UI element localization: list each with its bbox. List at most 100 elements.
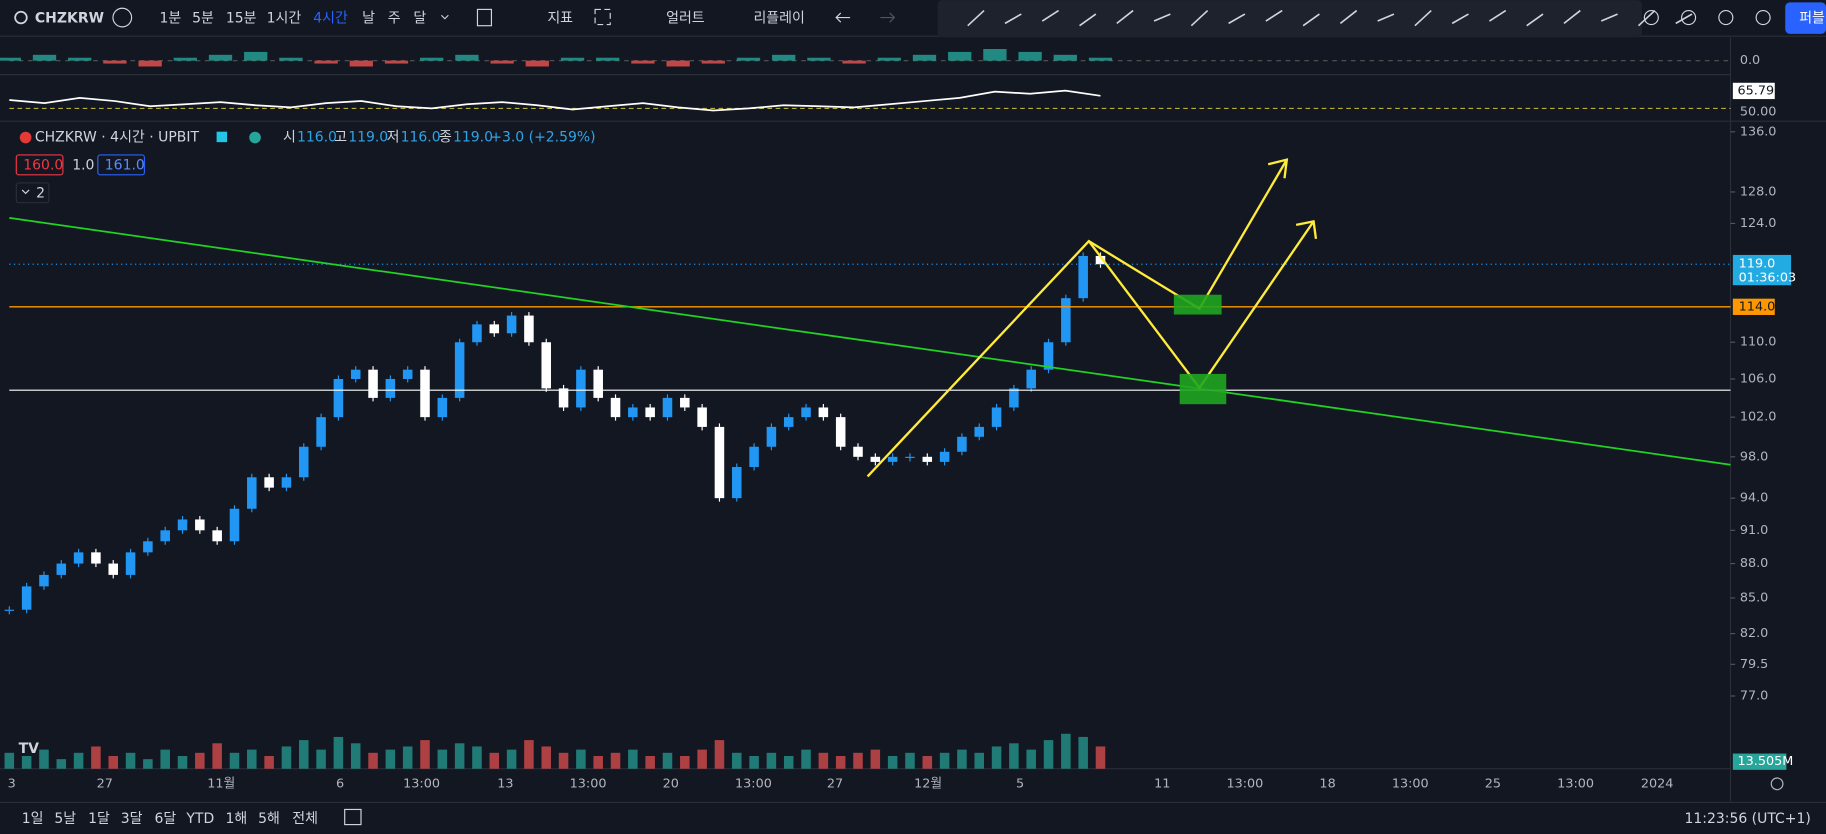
range-button[interactable]: 3달 — [121, 811, 143, 827]
projection-path[interactable] — [866, 159, 1288, 478]
flag[interactable] — [216, 131, 228, 143]
tool-icon[interactable] — [1116, 9, 1134, 25]
tool-icon[interactable] — [1637, 9, 1656, 27]
tool-icon[interactable] — [1004, 13, 1022, 25]
candle — [939, 451, 950, 462]
range-button[interactable]: 1달 — [88, 811, 110, 827]
tool-icon[interactable] — [1755, 9, 1771, 26]
range-button[interactable]: YTD — [185, 811, 214, 827]
volume-bar — [870, 749, 881, 769]
tool-icon[interactable] — [1526, 13, 1544, 27]
last-price-label: 119.0 — [1739, 257, 1776, 272]
interval-button[interactable]: 주 — [388, 11, 401, 27]
tool-icon[interactable] — [1079, 13, 1097, 27]
range-button[interactable]: 1해 — [226, 811, 248, 827]
input-value: 160.0 — [23, 157, 63, 173]
volume-bar — [350, 743, 361, 769]
tool-icon[interactable] — [1643, 9, 1659, 26]
interval-button[interactable]: 15분 — [226, 11, 257, 27]
rsi-label: 65.79 — [1737, 83, 1774, 98]
candle — [887, 456, 898, 462]
candle — [835, 417, 846, 447]
tool-icon[interactable] — [1228, 13, 1246, 25]
range-button[interactable]: 5날 — [54, 811, 76, 827]
publish-label[interactable]: 퍼블 — [1799, 11, 1825, 27]
volume-bar — [316, 749, 326, 769]
tool-icon[interactable] — [1718, 9, 1734, 26]
candle — [593, 369, 603, 398]
tool-icon[interactable] — [1563, 9, 1581, 25]
layout-icon[interactable] — [594, 8, 611, 26]
input-box[interactable] — [15, 154, 64, 176]
candle — [385, 378, 396, 398]
tool-icon[interactable] — [1489, 9, 1507, 22]
candle — [73, 552, 84, 564]
interval-button[interactable]: 날 — [362, 11, 375, 27]
redo[interactable] — [880, 12, 896, 23]
replay-button[interactable]: 리플레이 — [753, 11, 804, 27]
interval-button[interactable]: 5분 — [192, 11, 214, 27]
interval-button[interactable]: 1분 — [160, 11, 182, 27]
collapsed-count[interactable]: 2 — [36, 185, 45, 201]
target-box[interactable] — [1179, 373, 1227, 405]
date-range-icon[interactable] — [344, 808, 362, 826]
range-button[interactable]: 1일 — [22, 811, 44, 827]
clock: 11:23:56 (UTC+1) — [1684, 811, 1810, 827]
volume-bar — [108, 755, 119, 769]
candle — [4, 609, 15, 611]
range-button[interactable]: 5해 — [258, 811, 280, 827]
drawing-tools — [967, 9, 1693, 27]
indicators-button[interactable]: 지표 — [547, 11, 573, 27]
target-box[interactable] — [1173, 294, 1222, 315]
tool-icon[interactable] — [1190, 9, 1209, 27]
candle — [506, 315, 517, 334]
candle — [1026, 369, 1036, 389]
trend-line[interactable] — [9, 216, 1731, 466]
tool-icon[interactable] — [1377, 13, 1395, 22]
tool-icon[interactable] — [1681, 9, 1697, 26]
interval-button[interactable]: 달 — [413, 11, 426, 27]
tool-icon[interactable] — [1339, 9, 1358, 25]
tool-icon[interactable] — [1675, 13, 1693, 25]
chart-type-icon[interactable] — [476, 8, 493, 27]
tool-icon[interactable] — [1302, 13, 1320, 27]
undo[interactable] — [835, 12, 851, 23]
tool-icon[interactable] — [1265, 9, 1283, 22]
candle — [281, 477, 292, 488]
input-box[interactable] — [97, 154, 145, 176]
range-button[interactable]: 6달 — [154, 811, 176, 827]
y-tick-label: 106.0 — [1740, 371, 1777, 386]
interval-button[interactable]: 4시간 — [313, 11, 348, 27]
candle — [1043, 342, 1054, 370]
volume-bar — [333, 736, 344, 769]
tool-icon[interactable] — [1041, 9, 1060, 22]
change-value: +3.0 (+2.59%) — [490, 130, 595, 146]
tool-icon[interactable] — [1414, 9, 1432, 27]
candle — [402, 369, 413, 379]
tool-icon[interactable] — [1153, 13, 1171, 22]
y-tick-label: 82.0 — [1740, 626, 1769, 641]
collapse-button[interactable] — [15, 182, 50, 204]
macd-bar — [912, 54, 937, 61]
macd-bar — [772, 54, 796, 61]
tool-icon[interactable] — [1451, 13, 1469, 25]
drawing-toolbar — [937, 0, 1643, 38]
candle — [714, 426, 725, 499]
macd-bar — [1053, 54, 1077, 61]
macd-bar — [208, 54, 233, 61]
volume-bar — [610, 752, 621, 769]
range-button[interactable]: 전체 — [292, 811, 318, 827]
add-symbol[interactable] — [112, 7, 133, 28]
settings-icon[interactable] — [1770, 777, 1784, 791]
candle — [766, 426, 777, 447]
alerts-button[interactable]: 얼러트 — [666, 11, 705, 27]
publish-button[interactable] — [1785, 2, 1826, 34]
tool-icon[interactable] — [967, 9, 985, 27]
interval-button[interactable]: 1시간 — [267, 11, 302, 27]
macd-bar — [32, 54, 57, 61]
range-bar: 1일 5날 1달 3달 6달 YTD 1해 5해 전체 — [22, 811, 318, 827]
x-tick-label: 12월 — [914, 776, 942, 791]
symbol[interactable]: CHZKRW — [35, 11, 104, 27]
tool-icon[interactable] — [1600, 13, 1618, 22]
search-icon[interactable] — [14, 10, 28, 25]
